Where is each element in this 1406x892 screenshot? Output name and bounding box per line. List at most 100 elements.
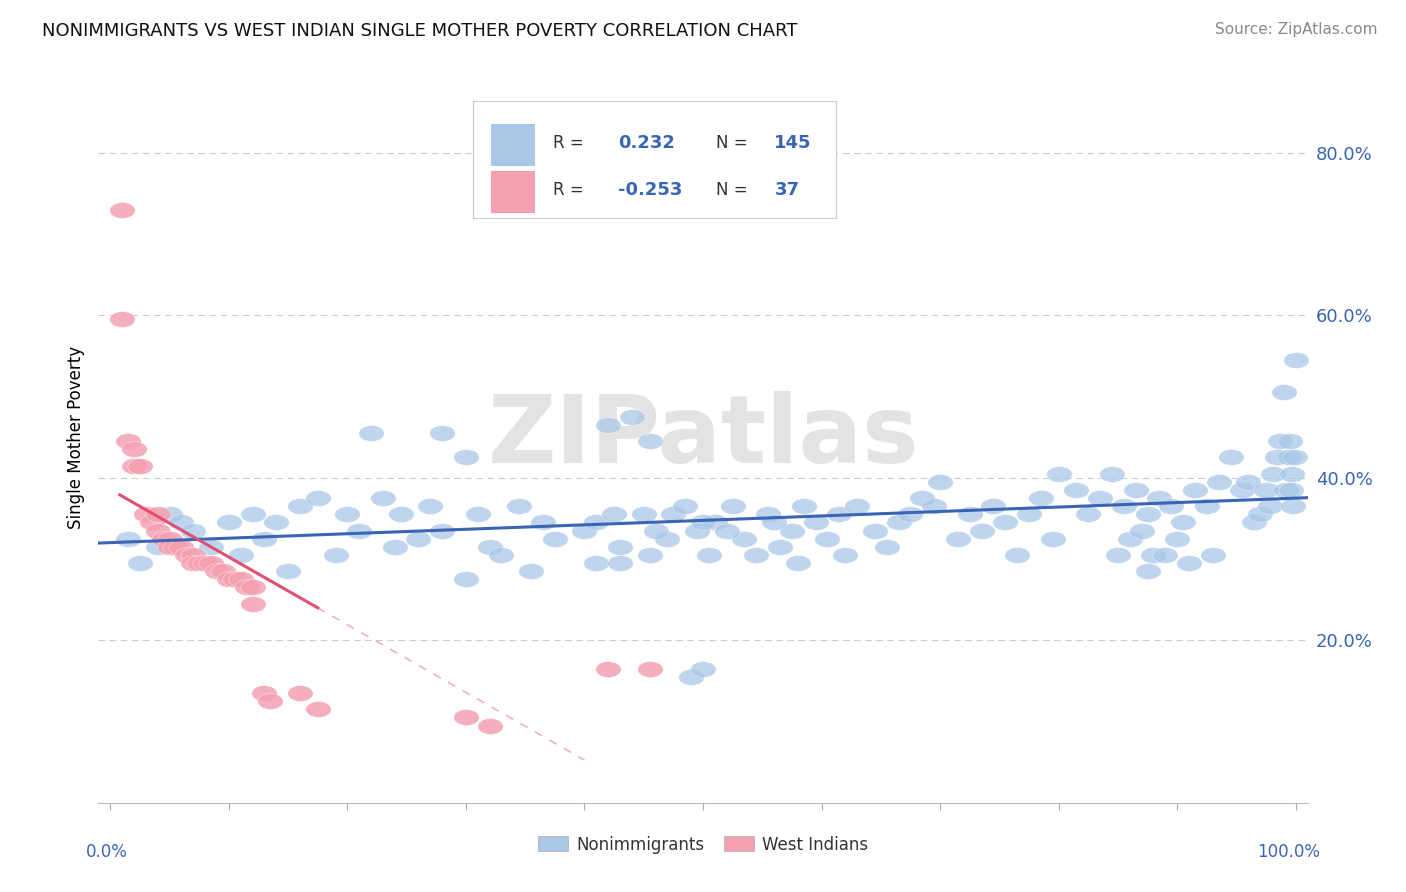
Point bbox=[117, 434, 139, 449]
Point bbox=[1149, 491, 1171, 505]
Point bbox=[1284, 450, 1306, 465]
Point bbox=[1018, 508, 1040, 522]
Point bbox=[159, 508, 181, 522]
Point bbox=[1265, 450, 1288, 465]
Point bbox=[288, 499, 311, 513]
Point bbox=[1208, 475, 1230, 489]
Point bbox=[756, 508, 779, 522]
Point bbox=[454, 450, 477, 465]
Point bbox=[253, 686, 276, 700]
Point bbox=[929, 475, 952, 489]
Point bbox=[1219, 450, 1241, 465]
Point bbox=[638, 662, 661, 676]
Point bbox=[229, 572, 252, 586]
Point bbox=[828, 508, 851, 522]
Point bbox=[242, 597, 264, 611]
Point bbox=[598, 417, 620, 432]
Point bbox=[834, 548, 856, 562]
Point bbox=[307, 491, 329, 505]
Point bbox=[1154, 548, 1177, 562]
Point bbox=[1278, 434, 1301, 449]
Point bbox=[959, 508, 981, 522]
Point bbox=[242, 581, 264, 595]
Point bbox=[609, 540, 631, 554]
Point bbox=[1237, 475, 1260, 489]
Point bbox=[638, 548, 661, 562]
Y-axis label: Single Mother Poverty: Single Mother Poverty bbox=[66, 345, 84, 529]
Text: 0.0%: 0.0% bbox=[86, 843, 128, 861]
Point bbox=[769, 540, 792, 554]
Point bbox=[1125, 483, 1147, 497]
Point bbox=[609, 556, 631, 570]
Point bbox=[478, 540, 501, 554]
Point bbox=[620, 409, 643, 424]
Point bbox=[146, 524, 169, 538]
Point bbox=[176, 548, 198, 562]
Point bbox=[657, 532, 679, 546]
Point bbox=[111, 312, 134, 326]
Point bbox=[224, 572, 246, 586]
Point bbox=[111, 202, 134, 217]
Point bbox=[1279, 483, 1302, 497]
Point bbox=[662, 508, 685, 522]
Point bbox=[1232, 483, 1254, 497]
Point bbox=[1142, 548, 1164, 562]
Point bbox=[585, 516, 607, 530]
Point bbox=[887, 516, 910, 530]
Point bbox=[1184, 483, 1206, 497]
Point bbox=[277, 564, 299, 578]
Point bbox=[432, 524, 454, 538]
Point bbox=[194, 556, 217, 570]
Point bbox=[1130, 524, 1153, 538]
Point bbox=[994, 516, 1017, 530]
Point bbox=[336, 508, 359, 522]
Point bbox=[264, 516, 287, 530]
Point bbox=[1112, 499, 1135, 513]
Point bbox=[1160, 499, 1182, 513]
Point bbox=[946, 532, 969, 546]
Point bbox=[1285, 352, 1308, 367]
Point bbox=[205, 564, 228, 578]
Point bbox=[734, 532, 756, 546]
Point bbox=[745, 548, 768, 562]
Point bbox=[1077, 508, 1099, 522]
Point bbox=[716, 524, 738, 538]
Point bbox=[638, 434, 661, 449]
Point bbox=[229, 548, 252, 562]
Point bbox=[1005, 548, 1028, 562]
Point bbox=[780, 524, 803, 538]
Point bbox=[454, 572, 477, 586]
Point bbox=[200, 540, 222, 554]
Point bbox=[644, 524, 666, 538]
Point bbox=[135, 508, 157, 522]
Point bbox=[673, 499, 696, 513]
Point bbox=[1171, 516, 1194, 530]
Point bbox=[1270, 434, 1292, 449]
Point bbox=[846, 499, 869, 513]
Point bbox=[900, 508, 922, 522]
Point bbox=[1249, 508, 1271, 522]
Point bbox=[122, 442, 145, 457]
Point bbox=[721, 499, 744, 513]
Point bbox=[307, 702, 329, 716]
Point bbox=[146, 508, 169, 522]
Point bbox=[697, 548, 720, 562]
Point bbox=[1282, 499, 1305, 513]
Point bbox=[817, 532, 839, 546]
Point bbox=[152, 532, 174, 546]
Text: Source: ZipAtlas.com: Source: ZipAtlas.com bbox=[1215, 22, 1378, 37]
Point bbox=[122, 458, 145, 473]
Text: ZIPatlas: ZIPatlas bbox=[488, 391, 918, 483]
Point bbox=[686, 524, 709, 538]
Point bbox=[181, 548, 204, 562]
Point bbox=[1029, 491, 1052, 505]
Point bbox=[181, 556, 204, 570]
Point bbox=[692, 516, 714, 530]
Point bbox=[454, 710, 477, 724]
Point bbox=[804, 516, 827, 530]
Point bbox=[681, 670, 703, 684]
Point bbox=[1258, 499, 1281, 513]
Point bbox=[876, 540, 898, 554]
Point bbox=[633, 508, 655, 522]
Point bbox=[181, 524, 204, 538]
